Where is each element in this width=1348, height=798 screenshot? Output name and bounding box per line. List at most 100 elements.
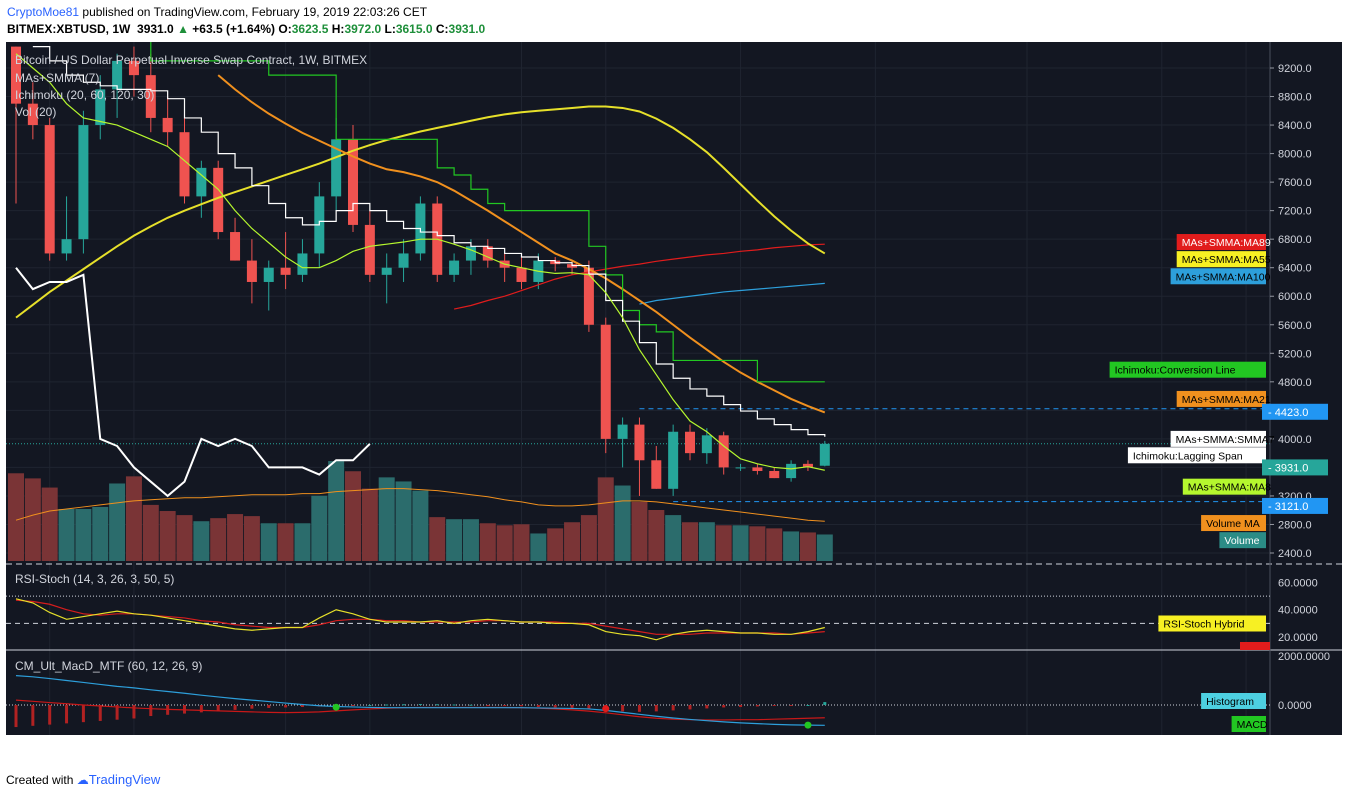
series-line — [150, 42, 825, 383]
chart-svg[interactable]: Bitcoin / US Dollar Perpetual Inverse Sw… — [6, 42, 1342, 754]
volume-bar — [41, 487, 58, 561]
histogram-bar — [536, 705, 540, 707]
volume-bar — [125, 476, 142, 561]
series-line — [217, 74, 826, 414]
candle-body — [516, 267, 527, 282]
candle-body — [634, 424, 645, 461]
volume-bar — [243, 516, 260, 561]
rsi-ema-label-bg — [1240, 642, 1270, 650]
author-link[interactable]: CryptoMoe81 — [7, 5, 80, 19]
volume-bar — [92, 506, 109, 561]
volume-bar — [682, 522, 698, 561]
volume-bar — [597, 477, 614, 561]
price-axis-label-bg — [1262, 497, 1328, 514]
candle-body — [701, 435, 712, 454]
macd-title: CM_Ult_MacD_MTF (60, 12, 26, 9) — [15, 659, 202, 673]
series-label: MAs+SMMA:MA100 — [1176, 271, 1271, 283]
indicator-legend-item: Vol (20) — [15, 105, 56, 119]
open-label: O: — [278, 22, 292, 36]
volume-bar — [513, 524, 530, 561]
macd-tick-label: 0.0000 — [1278, 700, 1312, 712]
histogram-bar — [216, 705, 220, 712]
volume-bar — [462, 519, 479, 561]
histogram-bar — [98, 705, 102, 721]
created-with-text: Created with — [6, 773, 74, 787]
rsi-tick-label: 20.0000 — [1278, 632, 1318, 644]
histogram-bar — [705, 705, 709, 709]
volume-bar — [429, 517, 446, 561]
chart-title: Bitcoin / US Dollar Perpetual Inverse Sw… — [15, 53, 367, 67]
low-value: 3615.0 — [395, 22, 433, 36]
candle-body — [61, 239, 72, 254]
series-label-bg — [1109, 361, 1266, 378]
high-value: 3972.0 — [344, 22, 382, 36]
y-tick-label: 7200.0 — [1278, 206, 1312, 218]
candle-body — [179, 132, 190, 197]
candle-body — [802, 463, 813, 468]
volume-bar — [345, 471, 361, 561]
rsi-tick-label: 60.0000 — [1278, 577, 1318, 589]
volume-bar — [227, 514, 244, 561]
indicator-legend-item: Ichimoku (20, 60, 120, 30) — [15, 88, 154, 102]
volume-bar — [496, 525, 513, 561]
volume-bar — [361, 488, 378, 561]
volume-bar — [631, 501, 648, 561]
chart-area[interactable]: Bitcoin / US Dollar Perpetual Inverse Sw… — [6, 42, 1342, 754]
series-label-bg — [1176, 251, 1266, 268]
volume-bar — [732, 525, 749, 561]
series-line — [15, 53, 825, 471]
y-tick-label: 7600.0 — [1278, 177, 1312, 189]
candle-body — [685, 431, 695, 454]
histogram-bar — [503, 705, 507, 706]
volume-bar — [715, 525, 732, 561]
histogram-label-bg — [1201, 693, 1266, 709]
histogram-bar — [772, 705, 776, 706]
price-axis-label: - 3931.0 — [1268, 462, 1308, 474]
histogram-bar — [722, 705, 726, 708]
change-value: +63.5 (+1.64%) — [192, 22, 276, 36]
candle-body — [752, 467, 763, 471]
series-line — [32, 46, 826, 437]
y-tick-label: 6000.0 — [1278, 291, 1312, 303]
volume-bar — [766, 528, 783, 561]
volume-bar — [698, 522, 715, 561]
y-tick-label: 8400.0 — [1278, 120, 1312, 132]
candle-body — [718, 435, 729, 468]
candle-body — [213, 167, 224, 233]
histogram-bar — [688, 705, 692, 710]
candle-body — [263, 267, 274, 282]
macd-tick-label: 2000.0000 — [1278, 651, 1330, 663]
volume-bar — [277, 523, 294, 561]
histogram-bar — [435, 704, 439, 706]
volume-bar — [547, 528, 564, 561]
candle-body — [112, 60, 123, 90]
histogram-bar — [132, 705, 136, 719]
volume-bar — [210, 518, 227, 561]
candle-body — [128, 60, 139, 76]
histogram-bar — [637, 705, 641, 712]
candle-body — [280, 267, 291, 275]
series-label-bg — [1170, 430, 1266, 447]
tradingview-link[interactable]: TradingView — [88, 772, 161, 787]
high-label: H: — [331, 22, 345, 36]
series-label: MAs+SMMA:MA55 — [1182, 254, 1271, 266]
volume-bar — [58, 508, 75, 561]
rsi-hybrid-label: RSI-Stoch Hybrid — [1163, 619, 1244, 631]
candle-body — [196, 167, 207, 197]
candle-body — [769, 470, 780, 479]
volume-bar — [8, 473, 24, 561]
histogram-bar — [671, 705, 675, 711]
histogram-bar — [81, 705, 85, 723]
series-line — [15, 267, 371, 498]
macd-line — [15, 675, 825, 726]
y-tick-label: 8800.0 — [1278, 92, 1312, 104]
volume-bar — [564, 522, 581, 561]
histogram-bar — [48, 705, 52, 725]
candle-body — [331, 139, 342, 197]
histogram-bar — [553, 705, 557, 708]
series-label: MAs+SMMA:SMMA7 — [1176, 434, 1275, 446]
candle-body — [583, 267, 594, 325]
volume-bar — [328, 461, 345, 561]
candle-body — [95, 89, 106, 126]
macd-cross-point — [332, 703, 340, 711]
